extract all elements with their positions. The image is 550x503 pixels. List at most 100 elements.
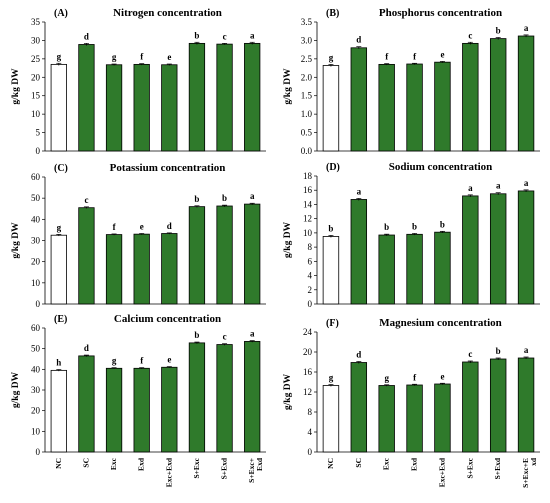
- bar-exc: [105, 64, 123, 152]
- significance-letter: d: [84, 31, 89, 41]
- bar-exc-plus-exd: [434, 383, 451, 453]
- y-tick-label: 60: [31, 323, 41, 333]
- y-tick-label: 60: [31, 172, 41, 182]
- y-tick-label: 0.5: [301, 128, 313, 138]
- significance-letter: g: [112, 356, 117, 366]
- significance-letter: g: [329, 373, 334, 383]
- significance-letter: f: [413, 51, 417, 61]
- y-tick-label: 30: [31, 385, 41, 395]
- bar-s-plus-exc: [462, 195, 479, 305]
- y-tick-label: 8: [308, 407, 313, 417]
- x-tick-label: Exd: [255, 457, 264, 471]
- y-axis-label: g/kg DW: [11, 68, 21, 105]
- significance-letter: a: [250, 329, 255, 339]
- significance-letter: c: [223, 332, 227, 342]
- y-axis-label: g/kg DW: [11, 222, 21, 259]
- panel-label: (D): [326, 162, 340, 173]
- y-tick-label: 4: [308, 427, 313, 437]
- bar-sc: [78, 207, 95, 305]
- significance-letter: b: [222, 193, 227, 203]
- bar-nc: [322, 385, 340, 453]
- bar-exc-plus-exd: [161, 233, 178, 305]
- bar-nc: [322, 236, 340, 305]
- significance-letter: a: [468, 183, 473, 193]
- bar-sc: [78, 355, 95, 453]
- chart-title: Magnesium concentration: [379, 317, 502, 329]
- y-tick-label: 12: [303, 214, 312, 224]
- significance-letter: f: [413, 372, 417, 382]
- chart-title: Sodium concentration: [389, 161, 493, 173]
- bar-s-plus-exc: [188, 342, 206, 453]
- x-tick-label: Exd: [410, 457, 419, 471]
- bar-s-plus-exd: [216, 344, 233, 453]
- significance-letter: e: [440, 371, 444, 381]
- significance-letter: e: [167, 52, 171, 62]
- x-tick-label: S+Exc: [465, 457, 474, 478]
- y-tick-label: 20: [31, 257, 41, 267]
- chart-title: Nitrogen concentration: [113, 7, 222, 19]
- significance-letter: b: [496, 25, 501, 35]
- y-tick-label: 4: [308, 271, 313, 281]
- y-tick-label: 20: [31, 406, 41, 416]
- panel-label: (F): [326, 318, 339, 329]
- bar-exc: [378, 63, 395, 152]
- y-tick-label: 16: [303, 367, 313, 377]
- significance-letter: g: [57, 222, 62, 232]
- y-tick-label: 24: [303, 327, 313, 337]
- y-tick-label: 35: [31, 17, 41, 27]
- bar-s-plus-exc-plus-exd: [517, 190, 535, 305]
- significance-letter: b: [194, 194, 199, 204]
- x-tick-label: Exc+Exd: [164, 457, 173, 487]
- bar-s-plus-exd: [216, 205, 233, 305]
- significance-letter: e: [140, 222, 144, 232]
- y-tick-label: 5: [36, 128, 41, 138]
- bar-s-plus-exc: [188, 42, 206, 152]
- significance-letter: d: [356, 350, 361, 360]
- y-tick-label: 0: [308, 447, 313, 457]
- significance-letter: d: [356, 35, 361, 45]
- bar-s-plus-exc: [462, 42, 479, 152]
- significance-letter: f: [385, 52, 389, 62]
- x-tick-label: S+Exd: [493, 457, 502, 479]
- significance-letter: e: [167, 355, 171, 365]
- y-tick-label: 8: [308, 242, 313, 252]
- significance-letter: f: [140, 52, 144, 62]
- significance-letter: g: [384, 373, 389, 383]
- bar-nc: [50, 234, 67, 305]
- chart-panel-6: 0 4 8 12 16 20 24 g/kg DW (F) Magnesium concentra…: [283, 317, 540, 488]
- bar-s-plus-exc-plus-exd: [244, 42, 261, 152]
- significance-letter: b: [440, 219, 445, 229]
- bar-exc: [105, 367, 123, 453]
- y-tick-label: 2: [308, 285, 313, 295]
- bar-exc: [105, 234, 123, 305]
- significance-letter: b: [412, 221, 417, 231]
- significance-letter: c: [468, 349, 472, 359]
- bar-sc: [350, 199, 368, 305]
- bar-exc-plus-exd: [434, 61, 451, 152]
- significance-letter: c: [468, 30, 472, 40]
- bar-exc-plus-exd: [434, 231, 451, 305]
- y-tick-label: 40: [31, 214, 41, 224]
- bar-exc-plus-exd: [161, 366, 178, 453]
- bar-sc: [78, 44, 95, 152]
- y-tick-label: 40: [31, 364, 41, 374]
- panel-label: (B): [326, 8, 339, 19]
- chart-panel-2: 0.0 0.5 1.0 1.5 2.0 2.5 3.0 3.5 g/kg DW (B) Phosph…: [283, 7, 540, 156]
- x-tick-label: S+Exc: [192, 457, 201, 478]
- x-tick-label: S+Exc+E: [521, 458, 530, 488]
- y-axis-label: g/kg DW: [283, 221, 293, 258]
- x-tick-label: S+Exd: [220, 457, 229, 479]
- significance-letter: b: [496, 346, 501, 356]
- chart-title: Calcium concentration: [114, 313, 221, 325]
- bar-exc: [378, 234, 395, 305]
- bar-exc-plus-exd: [161, 64, 178, 152]
- bar-exc: [378, 385, 395, 453]
- y-tick-label: 0.0: [301, 146, 313, 156]
- y-tick-label: 10: [31, 109, 41, 119]
- significance-letter: c: [223, 31, 227, 41]
- y-tick-label: 0: [36, 447, 41, 457]
- y-tick-label: 1.5: [301, 91, 313, 101]
- bar-s-plus-exc-plus-exd: [517, 357, 535, 453]
- panel-label: (E): [54, 314, 67, 325]
